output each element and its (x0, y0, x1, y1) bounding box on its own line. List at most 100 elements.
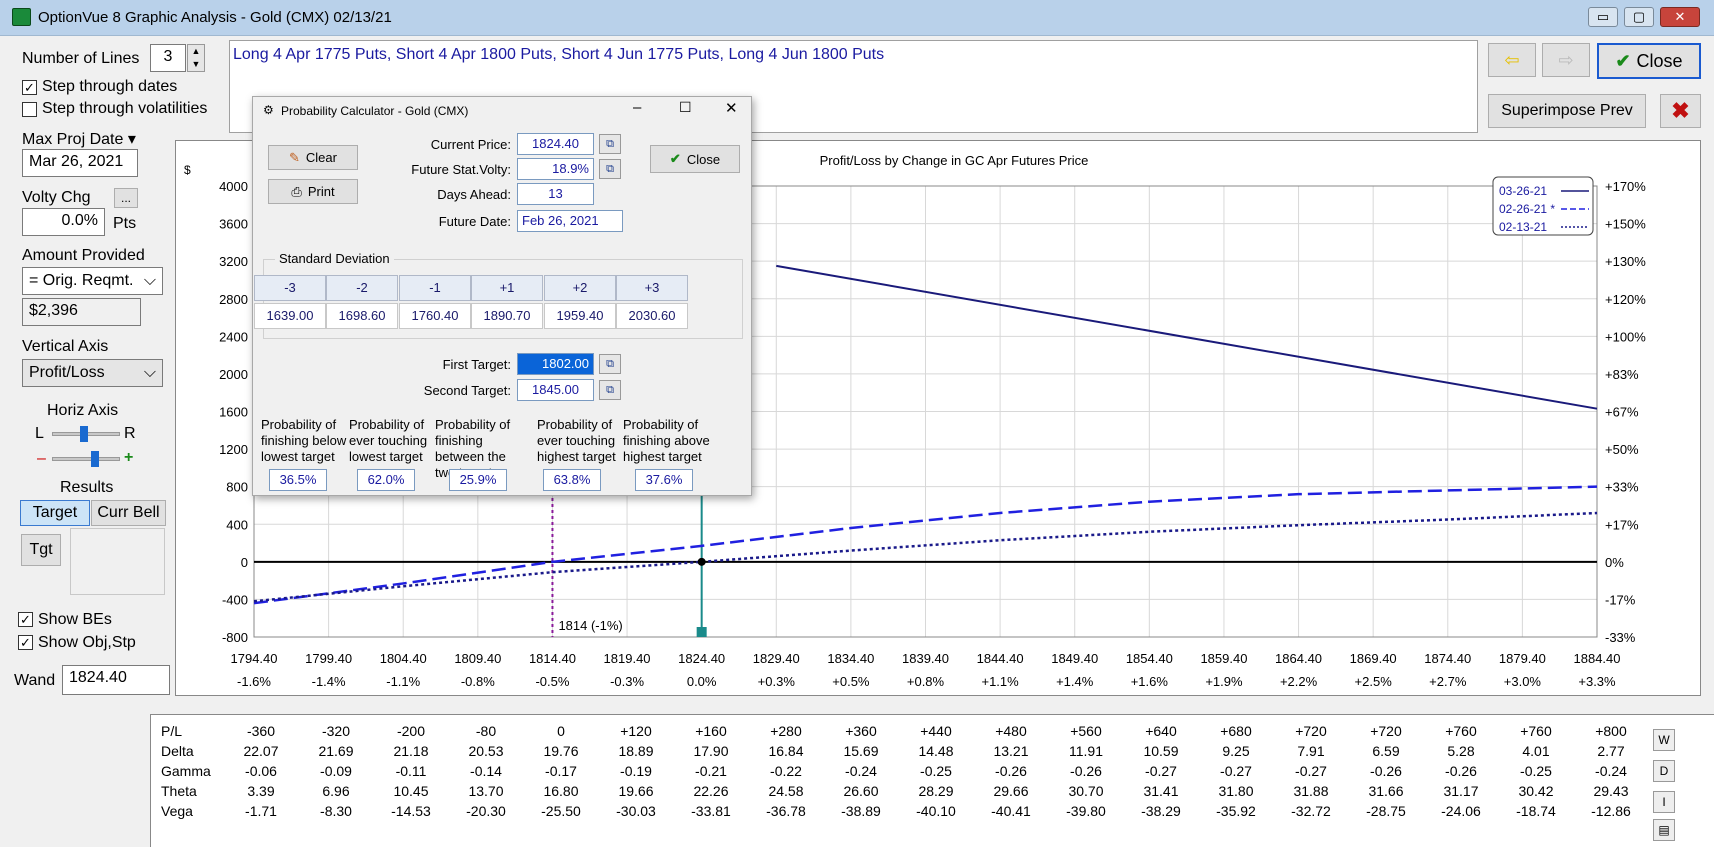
second-target-input[interactable]: 1845.00 (517, 379, 594, 401)
table-side-button[interactable]: D (1653, 760, 1675, 782)
table-cell: 29.43 (1593, 783, 1629, 799)
number-of-lines-input[interactable]: 3 (150, 44, 186, 72)
clear-button[interactable]: ✎ Clear (268, 145, 358, 170)
show-bes-label: Show BEs (38, 611, 112, 628)
number-of-lines-spinner[interactable]: ▲ ▼ (187, 44, 205, 72)
horiz-zoom-slider-track[interactable] (52, 457, 120, 461)
max-proj-date-input[interactable]: Mar 26, 2021 (22, 149, 138, 177)
future-volty-input[interactable]: 18.9% (517, 158, 594, 180)
y-tick-label: 0 (241, 555, 248, 570)
wand-input[interactable]: 1824.40 (62, 665, 170, 695)
show-bes-checkbox[interactable]: ✓ (18, 612, 33, 627)
current-price-label: Current Price: (430, 137, 511, 152)
table-side-button[interactable]: W (1653, 729, 1675, 751)
horiz-zoom-slider-thumb[interactable] (91, 451, 99, 467)
table-cell: 13.70 (468, 783, 504, 799)
tgt-button[interactable]: Tgt (21, 534, 61, 566)
table-cell: 20.53 (468, 743, 504, 759)
max-proj-date-label[interactable]: Max Proj Date ▾ (22, 131, 136, 148)
gear-icon: ⚙ (263, 103, 274, 117)
x-pct-tick-label: +2.5% (1355, 674, 1393, 689)
table-cell: 3.39 (247, 783, 275, 799)
vertical-axis-label: Vertical Axis (22, 338, 109, 355)
horiz-axis-label: Horiz Axis (47, 402, 119, 419)
table-cell: 22.26 (693, 783, 729, 799)
curr-bell-tab[interactable]: Curr Bell (91, 500, 166, 526)
future-date-input[interactable]: Feb 26, 2021 (517, 210, 623, 232)
horiz-range-slider-thumb[interactable] (80, 426, 88, 442)
series-line (253, 485, 1598, 605)
copy-first-target-icon[interactable]: ⧉ (599, 354, 621, 374)
greeks-table: P/L -360 -320 -200 -80 0 +120 +160 +280 +360 +440 +… (150, 714, 1714, 847)
days-ahead-label: Days Ahead: (437, 187, 511, 202)
dialog-minimize-button[interactable]: – (633, 99, 642, 116)
table-cell: 2.77 (1597, 743, 1625, 759)
step-dates-checkbox[interactable]: ✓ (22, 80, 37, 95)
table-cell: 30.42 (1518, 783, 1554, 799)
table-cell: +360 (845, 723, 877, 739)
table-cell: +760 (1520, 723, 1552, 739)
table-row: Delta 22.07 21.69 21.18 20.53 19.76 18.89 17.90… (151, 743, 1661, 763)
y-right-tick-label: -33% (1605, 630, 1636, 645)
x-pct-tick-label: +2.2% (1280, 674, 1318, 689)
probability-label: Probability of ever touching lowest targ… (349, 417, 428, 464)
first-target-input[interactable]: 1802.00 (517, 353, 594, 375)
target-tab[interactable]: Target (20, 500, 90, 526)
show-obj-checkbox[interactable]: ✓ (18, 635, 33, 650)
dialog-close-button[interactable]: ✔ Close (650, 145, 740, 173)
table-cell: 4.01 (1522, 743, 1550, 759)
table-cell: -18.74 (1516, 803, 1556, 819)
table-cell: -0.26 (1445, 763, 1477, 779)
x-tick-label: 1804.40 (380, 651, 427, 666)
maximize-button[interactable]: ▢ (1624, 7, 1654, 27)
cancel-x-button[interactable]: ✖ (1660, 94, 1701, 128)
close-main-button[interactable]: ✔ Close (1597, 43, 1701, 79)
table-cell: 31.88 (1293, 783, 1329, 799)
days-ahead-input[interactable]: 13 (517, 183, 594, 205)
table-cell: 5.28 (1447, 743, 1475, 759)
volty-chg-input[interactable]: 0.0% (22, 208, 105, 236)
x-tick-label: 1844.40 (977, 651, 1024, 666)
table-cell: +680 (1220, 723, 1252, 739)
probability-value: 36.5% (269, 469, 327, 491)
table-cell: -14.53 (391, 803, 431, 819)
x-pct-tick-label: -1.4% (312, 674, 346, 689)
amount-provided-select[interactable]: = Orig. Reqmt. ⌵ (22, 267, 163, 295)
table-cell: 17.90 (693, 743, 729, 759)
dialog-maximize-button[interactable]: ☐ (679, 99, 692, 115)
dialog-close-x-button[interactable]: ✕ (725, 100, 738, 117)
x-tick-label: 1874.40 (1424, 651, 1471, 666)
window-close-button[interactable]: ✕ (1660, 7, 1700, 27)
copy-volty-icon[interactable]: ⧉ (599, 159, 621, 179)
y-tick-label: -400 (222, 592, 248, 607)
vertical-axis-select[interactable]: Profit/Loss ⌵ (22, 359, 163, 387)
wand-point (697, 557, 706, 566)
table-cell: 6.96 (322, 783, 350, 799)
y-right-tick-label: +83% (1605, 367, 1639, 382)
table-row: Theta 3.39 6.96 10.45 13.70 16.80 19.66 22.26 24… (151, 783, 1661, 803)
x-tick-label: 1869.40 (1350, 651, 1397, 666)
y-tick-label: 800 (226, 480, 248, 495)
x-tick-label: 1834.40 (827, 651, 874, 666)
legend-entry: 02-13-21 (1499, 220, 1547, 234)
copy-second-target-icon[interactable]: ⧉ (599, 380, 621, 400)
step-vols-checkbox[interactable] (22, 102, 37, 117)
next-arrow-button[interactable]: ⇨ (1542, 43, 1590, 77)
table-side-button[interactable]: I (1653, 791, 1675, 813)
minimize-button[interactable]: ▭ (1588, 7, 1618, 27)
y-right-tick-label: +67% (1605, 405, 1639, 420)
prev-arrow-button[interactable]: ⇦ (1488, 43, 1536, 77)
table-side-button[interactable]: ▤ (1653, 819, 1675, 841)
series-line (776, 264, 1598, 410)
x-pct-tick-label: -1.6% (237, 674, 271, 689)
volty-chg-button[interactable]: ... (114, 188, 138, 208)
table-cell: -320 (321, 723, 351, 739)
print-button[interactable]: ⎙ Print (268, 179, 358, 204)
copy-price-icon[interactable]: ⧉ (599, 134, 621, 154)
table-cell: 11.91 (1069, 743, 1103, 759)
current-price-input[interactable]: 1824.40 (517, 133, 594, 155)
superimpose-prev-button[interactable]: Superimpose Prev (1488, 94, 1646, 128)
table-cell: 6.59 (1372, 743, 1400, 759)
checkmark-icon: ✔ (669, 151, 681, 166)
y-axis-label: $ (184, 163, 191, 177)
